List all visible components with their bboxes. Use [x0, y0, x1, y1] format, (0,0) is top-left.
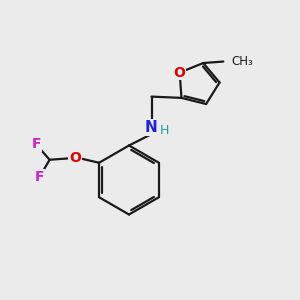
- Text: CH₃: CH₃: [231, 55, 253, 68]
- Text: N: N: [145, 120, 158, 135]
- Text: O: O: [174, 66, 186, 80]
- Text: O: O: [69, 151, 81, 165]
- Text: H: H: [159, 124, 169, 137]
- Text: F: F: [34, 170, 44, 184]
- Text: F: F: [32, 137, 41, 151]
